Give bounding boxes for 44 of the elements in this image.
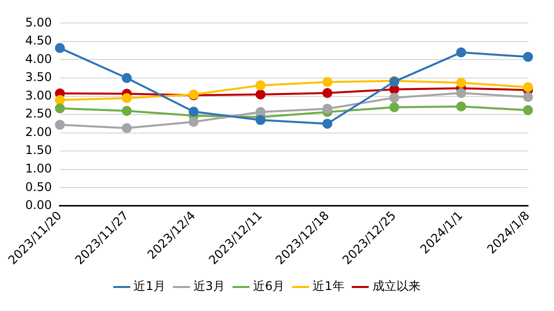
point	[456, 47, 466, 58]
legend-label: 近6月	[253, 279, 285, 294]
point	[122, 93, 132, 104]
point	[122, 123, 132, 134]
point	[188, 116, 199, 127]
point	[389, 102, 400, 112]
y-tick-label: 4.00	[25, 52, 52, 66]
legend-label: 近3月	[193, 279, 226, 294]
point	[322, 88, 332, 98]
point	[389, 92, 400, 103]
y-tick-label: 3.50	[25, 70, 52, 84]
point	[322, 118, 332, 129]
y-tick-label: 4.50	[25, 34, 52, 48]
point	[322, 104, 332, 114]
point	[54, 103, 65, 114]
point	[54, 120, 65, 130]
point	[256, 89, 266, 100]
point	[523, 105, 533, 116]
y-tick-label: 1.50	[25, 143, 52, 158]
point	[54, 43, 65, 54]
point	[256, 115, 266, 126]
legend-label: 近1年	[312, 279, 344, 294]
point	[456, 88, 466, 98]
point	[188, 106, 199, 117]
point	[456, 78, 466, 88]
y-tick-label: 3.00	[25, 88, 52, 102]
point	[523, 82, 533, 92]
point	[322, 77, 332, 88]
legend-label: 成立以来	[372, 279, 420, 294]
point	[256, 80, 266, 90]
point	[256, 107, 266, 117]
y-tick-label: 2.50	[25, 106, 52, 121]
point	[456, 102, 466, 112]
point	[523, 92, 533, 102]
point	[523, 52, 533, 62]
legend-label: 近1月	[134, 279, 166, 294]
point	[122, 106, 132, 116]
y-tick-label: 2.00	[25, 124, 52, 139]
point	[122, 73, 132, 84]
point	[54, 94, 65, 105]
y-tick-label: 5.00	[25, 15, 52, 30]
y-tick-label: 1.00	[25, 161, 52, 176]
y-tick-label: 0.50	[25, 180, 52, 194]
y-tick-label: 0.00	[25, 198, 52, 212]
